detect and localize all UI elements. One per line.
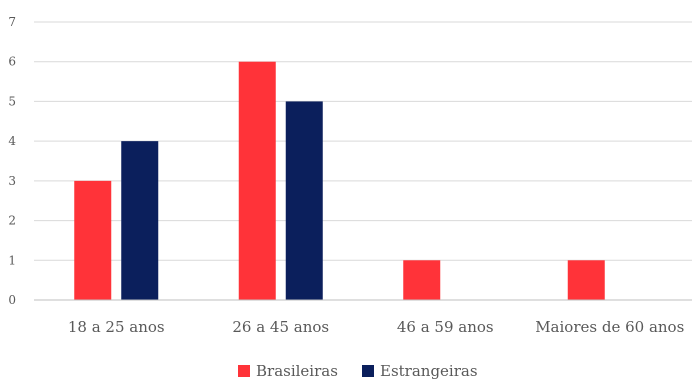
legend-label-brasileiras: Brasileiras: [256, 362, 338, 380]
bar-brasileiras-4: [567, 260, 605, 300]
x-category-label: 46 a 59 anos: [397, 318, 494, 336]
y-tick-label: 0: [8, 293, 16, 307]
legend-swatch-brasileiras: [238, 365, 250, 377]
bar-brasileiras-3: [403, 260, 441, 300]
y-tick-label: 7: [8, 15, 16, 29]
x-category-label: 18 a 25 anos: [68, 318, 165, 336]
y-axis-ticks: 0 1 2 3 4 5 6 7: [8, 15, 16, 307]
bar-brasileiras-1: [74, 180, 112, 300]
bar-brasileiras-2: [238, 61, 276, 300]
y-tick-label: 4: [8, 134, 16, 148]
y-tick-label: 3: [8, 174, 16, 188]
bar-estrangeiras-1: [121, 141, 159, 300]
bar-estrangeiras-2: [285, 101, 323, 300]
x-category-label: 26 a 45 anos: [232, 318, 329, 336]
y-tick-label: 5: [8, 94, 16, 108]
y-tick-label: 6: [8, 55, 16, 69]
x-category-label: Maiores de 60 anos: [535, 318, 684, 336]
x-axis-category-labels: 18 a 25 anos 26 a 45 anos 46 a 59 anos Maio…: [68, 318, 684, 336]
y-tick-label: 1: [8, 253, 16, 267]
legend: Brasileiras Estrangeiras: [238, 362, 478, 380]
legend-swatch-estrangeiras: [362, 365, 374, 377]
y-tick-label: 2: [8, 214, 16, 228]
bars: [74, 61, 605, 300]
legend-label-estrangeiras: Estrangeiras: [380, 362, 478, 380]
